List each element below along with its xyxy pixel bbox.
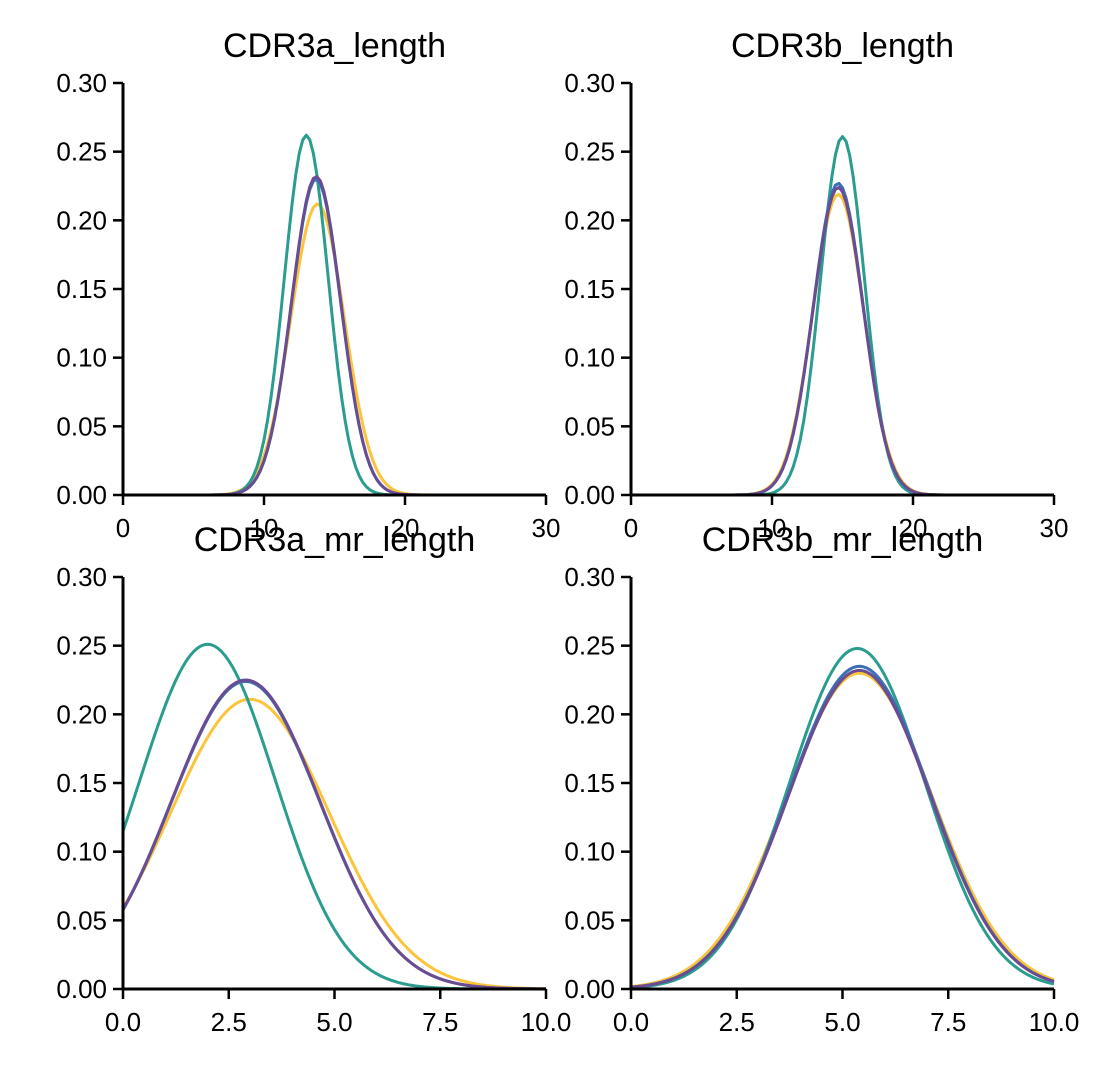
panel-2: CDR3b_length 0.00 0.05 0.10 0.15 0.20 0.25 0.30… [564,27,1068,543]
series-line-2 [630,646,1055,990]
panel-3: CDR3a_mr_length 0.00 0.05 0.10 0.15 0.20 0.25 0… [56,521,571,1037]
x-tick-label: 30 [532,513,561,543]
y-tick-label: 0.30 [56,562,107,592]
x-tick-label: 10.0 [521,1007,572,1037]
panel-1: CDR3a_length 0.00 0.05 0.10 0.15 0.20 0.25 0.30… [56,27,560,543]
y-tick-label: 0.30 [564,562,615,592]
x-tick-label: 10 [758,513,787,543]
y-tick-label: 0.00 [56,974,107,1004]
y-tick-label: 0.05 [56,905,107,935]
y-tick-label: 0.15 [564,768,615,798]
y-tick-label: 0.25 [564,137,615,167]
panel-title: CDR3b_length [731,27,954,65]
x-tick-label: 30 [1040,513,1069,543]
y-tick-label: 0.10 [564,837,615,867]
x-tick-label: 10 [250,513,279,543]
series-line-1 [631,192,1054,497]
panel-title: CDR3a_length [223,27,446,65]
y-tick-label: 0.05 [564,905,615,935]
series-line-2 [123,133,546,497]
y-tick-label: 0.10 [564,343,615,373]
series-line-2 [121,642,546,991]
y-tick-label: 0.20 [56,205,107,235]
y-tick-label: 0.20 [564,699,615,729]
x-tick-label: 0 [116,513,130,543]
y-tick-label: 0.25 [56,631,107,661]
panel-title: CDR3a_mr_length [194,521,476,559]
x-tick-label: 2.5 [719,1007,755,1037]
y-tick-label: 0.00 [564,480,615,510]
series-line-4 [631,185,1054,497]
y-tick-label: 0.10 [56,837,107,867]
y-tick-label: 0.15 [56,274,107,304]
y-tick-label: 0.15 [564,274,615,304]
y-tick-label: 0.15 [56,768,107,798]
series-line-4 [630,668,1055,989]
series-line-4 [121,678,547,991]
x-tick-label: 7.5 [422,1007,458,1037]
x-tick-label: 2.5 [211,1007,247,1037]
y-tick-label: 0.30 [56,68,107,98]
y-tick-label: 0.25 [564,631,615,661]
y-tick-label: 0.20 [56,699,107,729]
y-tick-label: 0.05 [56,411,107,441]
panel-title: CDR3b_mr_length [702,521,984,559]
y-tick-label: 0.25 [56,137,107,167]
y-tick-label: 0.10 [56,343,107,373]
x-tick-label: 0.0 [613,1007,649,1037]
x-tick-label: 20 [899,513,928,543]
y-tick-label: 0.20 [564,205,615,235]
series-line-1 [121,697,547,991]
x-tick-label: 0 [624,513,638,543]
panel-4: CDR3b_mr_length 0.00 0.05 0.10 0.15 0.20 0.25 0… [564,521,1079,1037]
y-tick-label: 0.05 [564,411,615,441]
x-tick-label: 20 [391,513,420,543]
x-tick-label: 0.0 [105,1007,141,1037]
x-tick-label: 5.0 [824,1007,860,1037]
x-tick-label: 5.0 [316,1007,352,1037]
x-tick-label: 10.0 [1029,1007,1080,1037]
series-line-3 [631,181,1054,497]
y-tick-label: 0.00 [56,480,107,510]
y-tick-label: 0.00 [564,974,615,1004]
x-tick-label: 7.5 [930,1007,966,1037]
y-tick-label: 0.30 [564,68,615,98]
